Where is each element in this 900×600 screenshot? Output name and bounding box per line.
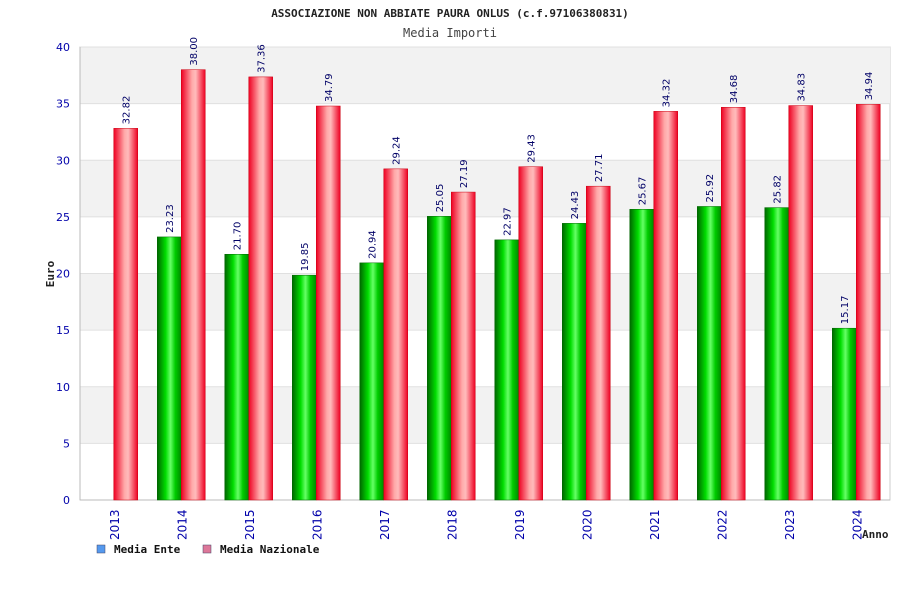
value-label: 15.17 [840, 296, 851, 325]
x-tick-label: 2020 [580, 509, 594, 540]
bar-media-nazionale-2015 [248, 76, 273, 501]
x-tick-label: 2017 [378, 509, 392, 540]
bar-media-ente-2022 [697, 206, 722, 501]
bar-media-ente-2017 [359, 262, 384, 501]
bar-media-nazionale-2016 [316, 105, 341, 501]
bar-media-ente-2018 [427, 216, 452, 501]
bar-media-nazionale-2019 [518, 166, 543, 501]
value-label: 25.82 [773, 175, 784, 204]
bar-media-nazionale-2024 [856, 104, 881, 501]
value-label: 34.68 [729, 75, 740, 104]
y-tick-label: 20 [56, 268, 70, 281]
x-tick-label: 2015 [243, 509, 257, 540]
x-tick-label: 2022 [715, 509, 729, 540]
y-tick-label: 10 [56, 381, 70, 394]
bar-media-ente-2014 [157, 236, 182, 501]
x-tick-label: 2024 [850, 509, 864, 540]
chart-subtitle: Media Importi [403, 26, 497, 40]
bar-media-nazionale-2017 [383, 168, 408, 501]
x-tick-label: 2023 [783, 509, 797, 540]
bar-media-ente-2019 [494, 239, 519, 501]
grid-band [80, 47, 890, 104]
y-axis-ticks: 0 5 10 15 20 25 30 35 40 [56, 41, 70, 507]
grid-band [80, 160, 890, 217]
y-tick-label: 40 [56, 41, 70, 54]
legend-swatch-media-nazionale [202, 544, 212, 554]
x-tick-label: 2014 [175, 509, 189, 540]
value-labels: 32.82 23.23 38.00 21.70 37.36 19.85 34.79 20.94… [122, 37, 876, 324]
bar-media-ente-2024 [832, 327, 857, 501]
x-axis-label: Anno [862, 528, 889, 541]
bar-media-ente-2021 [629, 209, 654, 501]
value-label: 25.05 [435, 184, 446, 213]
grid-band [80, 273, 890, 331]
x-tick-label: 2016 [310, 509, 324, 540]
bar-media-ente-2016 [292, 274, 317, 501]
legend-label-media-ente: Media Ente [114, 543, 181, 556]
bar-media-nazionale-2014 [181, 69, 206, 501]
plot-background [79, 46, 891, 501]
value-label: 24.43 [570, 191, 581, 220]
legend: Media Ente Media Nazionale [96, 543, 320, 556]
value-label: 19.85 [300, 243, 311, 272]
bar-media-ente-2015 [224, 253, 249, 501]
chart-title: ASSOCIAZIONE NON ABBIATE PAURA ONLUS (c.… [271, 7, 629, 20]
y-tick-label: 15 [56, 324, 70, 337]
bars [113, 69, 881, 501]
value-label: 25.92 [705, 174, 716, 203]
x-tick-label: 2018 [445, 509, 459, 540]
x-tick-label: 2019 [513, 509, 527, 540]
value-label: 34.79 [324, 73, 335, 102]
value-label: 27.19 [459, 159, 470, 188]
y-tick-label: 35 [56, 98, 70, 111]
y-axis-label: Euro [44, 260, 57, 287]
value-label: 32.82 [122, 96, 133, 125]
y-tick-label: 5 [63, 437, 70, 450]
value-label: 38.00 [189, 37, 200, 66]
bar-media-nazionale-2023 [788, 105, 813, 501]
value-label: 25.67 [638, 177, 649, 206]
bar-media-ente-2023 [764, 207, 789, 501]
value-label: 34.32 [662, 79, 673, 108]
y-tick-label: 30 [56, 154, 70, 167]
value-label: 27.71 [594, 154, 605, 183]
value-label: 22.97 [503, 207, 514, 236]
value-label: 29.24 [392, 136, 403, 165]
bar-media-nazionale-2021 [653, 111, 678, 501]
legend-label-media-nazionale: Media Nazionale [220, 543, 320, 556]
value-label: 29.43 [527, 134, 538, 163]
grid-band [80, 386, 890, 444]
y-tick-label: 0 [63, 494, 70, 507]
x-axis-ticks: 2013 2014 2015 2016 2017 2018 2019 2020 2021 2022… [108, 509, 865, 540]
y-tick-label: 25 [56, 211, 70, 224]
value-label: 21.70 [233, 222, 244, 251]
bar-media-nazionale-2022 [721, 106, 746, 501]
bar-media-nazionale-2018 [451, 191, 476, 501]
x-tick-label: 2013 [108, 509, 122, 540]
legend-swatch-media-ente [96, 544, 106, 554]
bar-media-nazionale-2020 [586, 185, 611, 501]
value-label: 34.83 [797, 73, 808, 102]
value-label: 34.94 [864, 72, 875, 101]
value-label: 20.94 [368, 230, 379, 259]
value-label: 23.23 [165, 204, 176, 233]
bar-media-nazionale-2013 [113, 128, 138, 501]
x-tick-label: 2021 [648, 509, 662, 540]
bar-media-ente-2020 [562, 223, 587, 501]
value-label: 37.36 [257, 44, 268, 73]
